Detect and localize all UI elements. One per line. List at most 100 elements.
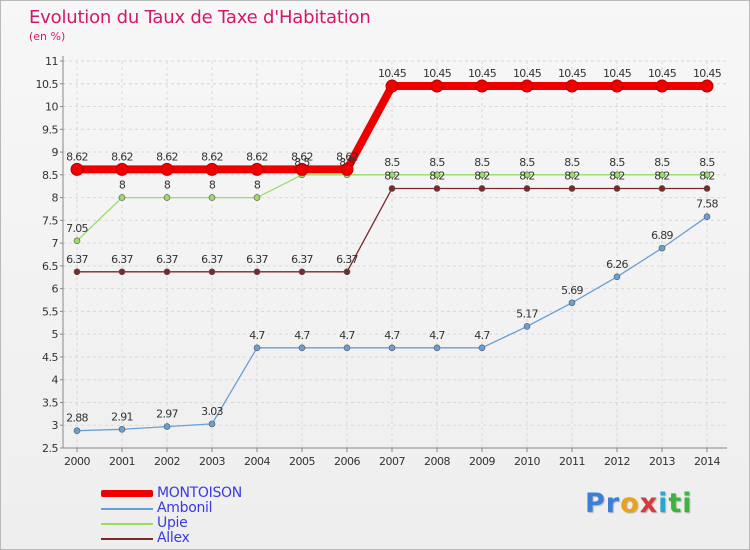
data-label-montoison: 8.62 bbox=[111, 150, 133, 163]
data-label-upie: 8 bbox=[119, 179, 126, 192]
data-label-ambonil: 4.7 bbox=[429, 329, 445, 342]
data-label-ambonil: 6.89 bbox=[651, 229, 673, 242]
data-point-allex bbox=[208, 268, 216, 276]
data-label-allex: 6.37 bbox=[291, 253, 313, 266]
data-label-allex: 6.37 bbox=[246, 253, 268, 266]
proxiti-logo: Proxiti bbox=[585, 488, 693, 519]
data-label-upie: 8.5 bbox=[519, 156, 535, 169]
data-label-montoison: 10.45 bbox=[423, 67, 452, 80]
data-label-upie: 8.5 bbox=[339, 156, 355, 169]
data-label-montoison: 10.45 bbox=[558, 67, 587, 80]
y-tick-label: 5.5 bbox=[42, 305, 58, 318]
legend-swatch-upie bbox=[101, 523, 153, 525]
axes: 2.533.544.555.566.577.588.599.51010.5112… bbox=[36, 55, 727, 468]
data-label-allex: 8.2 bbox=[564, 169, 579, 182]
y-tick-label: 3 bbox=[52, 419, 59, 432]
data-label-ambonil: 4.7 bbox=[249, 329, 265, 342]
data-label-upie: 8.5 bbox=[654, 156, 670, 169]
data-point-allex bbox=[343, 268, 351, 276]
data-point-ambonil bbox=[298, 344, 306, 352]
data-label-montoison: 10.45 bbox=[513, 67, 542, 80]
data-point-allex bbox=[433, 185, 441, 192]
data-label-allex: 8.2 bbox=[699, 169, 714, 182]
data-point-upie bbox=[523, 171, 531, 179]
data-point-upie bbox=[208, 194, 216, 201]
data-label-montoison: 10.45 bbox=[378, 67, 407, 80]
x-tick-label: 2008 bbox=[424, 455, 450, 468]
data-label-allex: 8.2 bbox=[609, 169, 624, 182]
chart-subtitle: (en %) bbox=[29, 30, 66, 43]
data-label-ambonil: 5.17 bbox=[516, 307, 538, 320]
data-point-montoison bbox=[430, 79, 444, 93]
data-point-montoison bbox=[160, 162, 174, 176]
y-tick-label: 7 bbox=[52, 237, 59, 250]
data-labels: 8.62 8.62 8.62 8.62 8.62 8.62 8.62 10.45 10.45 10… bbox=[66, 67, 722, 425]
x-tick-label: 2005 bbox=[289, 455, 315, 468]
x-tick-label: 2013 bbox=[649, 455, 675, 468]
data-point-ambonil bbox=[613, 273, 621, 281]
data-point-allex bbox=[568, 185, 576, 192]
legend-label-ambonil: Ambonil bbox=[157, 500, 213, 516]
legend-swatch-montoison bbox=[101, 490, 153, 497]
data-label-allex: 8.2 bbox=[519, 169, 534, 182]
data-point-ambonil bbox=[253, 344, 261, 352]
data-point-ambonil bbox=[343, 344, 351, 352]
data-point-upie bbox=[478, 171, 486, 179]
data-point-ambonil bbox=[118, 426, 126, 433]
data-point-allex bbox=[388, 185, 396, 192]
data-label-montoison: 10.45 bbox=[603, 67, 632, 80]
data-label-montoison: 10.45 bbox=[648, 67, 677, 80]
data-point-montoison bbox=[700, 79, 714, 93]
y-tick-label: 4.5 bbox=[42, 351, 58, 364]
data-point-montoison bbox=[610, 79, 624, 93]
data-label-ambonil: 2.88 bbox=[66, 412, 88, 425]
logo-letter: o bbox=[620, 488, 640, 519]
data-point-ambonil bbox=[73, 427, 81, 434]
data-point-montoison bbox=[340, 162, 354, 176]
data-label-upie: 8.5 bbox=[699, 156, 715, 169]
data-point-ambonil bbox=[703, 213, 711, 221]
grid bbox=[63, 60, 727, 449]
data-point-upie bbox=[118, 194, 126, 201]
data-label-upie: 8 bbox=[164, 179, 171, 192]
y-tick-label: 8 bbox=[52, 192, 59, 205]
y-tick-label: 9 bbox=[52, 146, 59, 159]
data-point-montoison bbox=[520, 79, 534, 93]
data-label-ambonil: 4.7 bbox=[294, 329, 310, 342]
x-tick-label: 2009 bbox=[469, 455, 495, 468]
data-label-allex: 6.37 bbox=[156, 253, 178, 266]
data-label-upie: 8.5 bbox=[294, 156, 310, 169]
x-tick-label: 2011 bbox=[559, 455, 585, 468]
data-label-montoison: 8.62 bbox=[66, 150, 88, 163]
logo-letter: t bbox=[668, 488, 683, 519]
data-label-ambonil: 5.69 bbox=[561, 284, 583, 297]
y-tick-label: 3.5 bbox=[42, 396, 58, 409]
data-point-upie bbox=[388, 171, 396, 179]
data-label-allex: 6.37 bbox=[66, 253, 88, 266]
data-point-ambonil bbox=[568, 299, 576, 307]
x-tick-label: 2014 bbox=[694, 455, 720, 468]
data-label-upie: 8.5 bbox=[384, 156, 400, 169]
data-point-ambonil bbox=[658, 244, 666, 252]
data-point-allex bbox=[613, 185, 621, 192]
data-point-ambonil bbox=[433, 344, 441, 352]
y-tick-label: 8.5 bbox=[42, 169, 58, 182]
data-point-upie bbox=[613, 171, 621, 179]
data-label-upie: 8 bbox=[209, 179, 216, 192]
data-point-allex bbox=[523, 185, 531, 192]
data-point-ambonil bbox=[478, 344, 486, 352]
data-point-montoison bbox=[115, 162, 129, 176]
y-tick-label: 2.5 bbox=[42, 442, 58, 455]
data-point-allex bbox=[478, 185, 486, 192]
data-label-ambonil: 2.97 bbox=[156, 408, 178, 421]
y-tick-label: 7.5 bbox=[42, 214, 58, 227]
data-label-ambonil: 6.26 bbox=[606, 258, 628, 271]
data-point-montoison bbox=[250, 162, 264, 176]
x-tick-label: 2012 bbox=[604, 455, 630, 468]
data-point-montoison bbox=[70, 162, 84, 176]
data-label-ambonil: 4.7 bbox=[474, 329, 490, 342]
legend-label-montoison: MONTOISON bbox=[157, 485, 242, 501]
y-tick-label: 6.5 bbox=[42, 260, 58, 273]
logo-letter: x bbox=[639, 488, 659, 519]
